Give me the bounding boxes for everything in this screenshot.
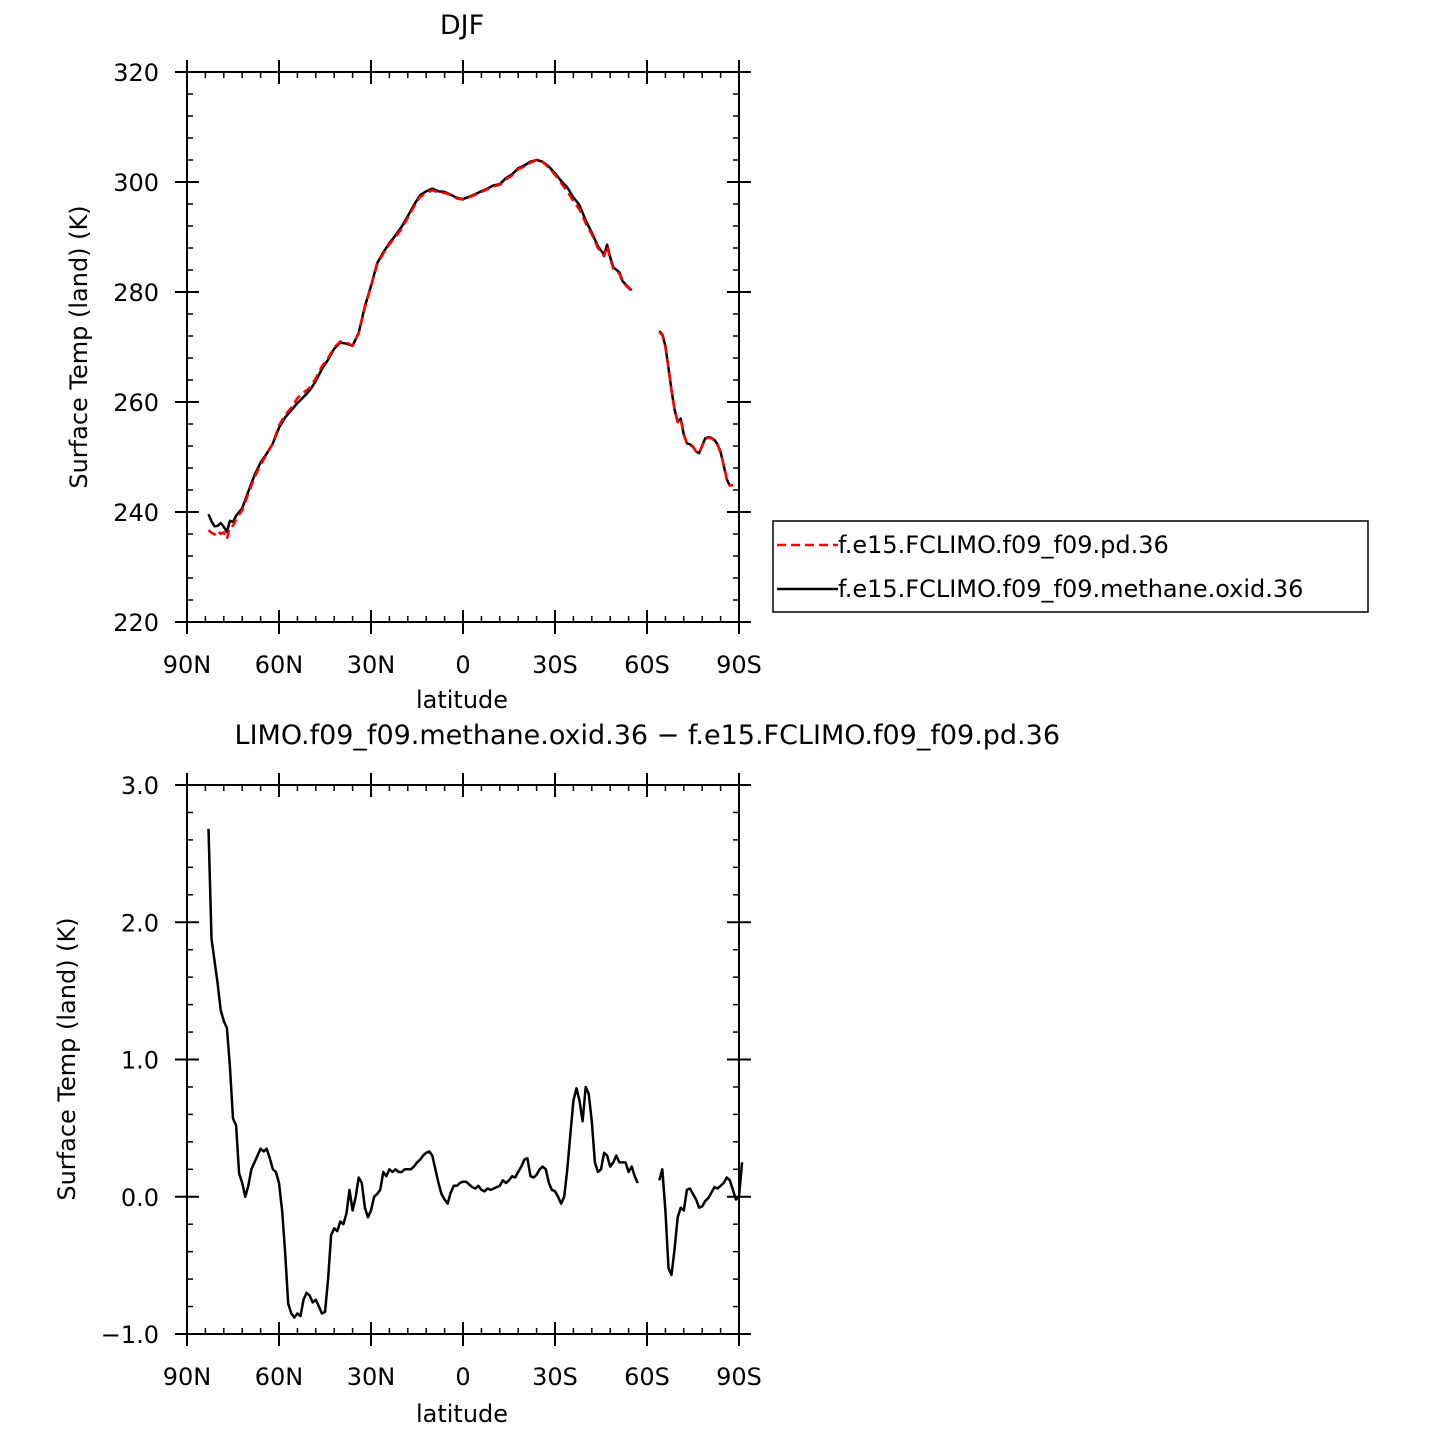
top-tick-labels: 90N 60N 30N 0 30S 60S 90S 220 240 260 280 300 320 xyxy=(113,59,762,679)
top-y-tick-label: 220 xyxy=(113,609,159,637)
top-plot-title: DJF xyxy=(440,10,484,41)
top-x-tick-label: 90N xyxy=(163,651,212,679)
legend-box xyxy=(772,520,1369,613)
top-panel: DJF Surface Temp (land) (K) latitude 90N… xyxy=(65,10,762,714)
bottom-ticks xyxy=(175,773,751,1346)
top-x-tick-label: 60N xyxy=(255,651,304,679)
top-y-tick-label: 260 xyxy=(113,389,159,417)
top-series-line-0-segment-0 xyxy=(207,158,633,541)
bottom-y-tick-label: 2.0 xyxy=(121,909,159,937)
bottom-y-tick-label: 0.0 xyxy=(121,1184,159,1212)
top-x-tick-label: 60S xyxy=(624,651,670,679)
top-x-tick-label: 30N xyxy=(347,651,396,679)
bottom-x-tick-label: 30N xyxy=(347,1363,396,1391)
bottom-x-tick-label: 90S xyxy=(716,1363,762,1391)
bottom-y-axis-title: Surface Temp (land) (K) xyxy=(53,917,81,1200)
top-x-tick-label: 0 xyxy=(455,651,470,679)
top-y-axis-title: Surface Temp (land) (K) xyxy=(65,205,93,488)
bottom-x-tick-label: 30S xyxy=(532,1363,578,1391)
bottom-tick-labels: 90N 60N 30N 0 30S 60S 90S −1.0 0.0 1.0 2.0 3.0 xyxy=(101,772,762,1391)
bottom-x-tick-label: 60S xyxy=(624,1363,670,1391)
top-series-line-1-segment-0 xyxy=(207,158,633,534)
top-series-group xyxy=(207,158,734,541)
bottom-plot-frame xyxy=(186,784,740,1335)
top-x-axis-title: latitude xyxy=(416,686,508,714)
top-x-tick-label: 90S xyxy=(716,651,762,679)
bottom-y-tick-label: 3.0 xyxy=(121,772,159,800)
bottom-plot-title: LIMO.f09_f09.methane.oxid.36 − f.e15.FCL… xyxy=(235,720,1060,751)
top-y-tick-label: 300 xyxy=(113,169,159,197)
bottom-y-tick-label: −1.0 xyxy=(101,1321,159,1349)
bottom-series-line-0-segment-1 xyxy=(658,1162,744,1277)
legend: f.e15.FCLIMO.f09_f09.pd.36 f.e15.FCLIMO.… xyxy=(772,520,1369,613)
bottom-x-tick-label: 0 xyxy=(455,1363,470,1391)
bottom-x-tick-label: 60N xyxy=(255,1363,304,1391)
top-y-tick-label: 280 xyxy=(113,279,159,307)
top-plot-frame xyxy=(186,71,740,623)
bottom-series-group xyxy=(207,828,744,1319)
bottom-panel: LIMO.f09_f09.methane.oxid.36 − f.e15.FCL… xyxy=(53,720,1060,1428)
legend-label-pd: f.e15.FCLIMO.f09_f09.pd.36 xyxy=(838,531,1169,559)
top-x-tick-label: 30S xyxy=(532,651,578,679)
legend-label-methane: f.e15.FCLIMO.f09_f09.methane.oxid.36 xyxy=(838,575,1303,603)
bottom-y-tick-label: 1.0 xyxy=(121,1047,159,1075)
top-series-line-0-segment-1 xyxy=(658,331,734,487)
top-y-tick-label: 320 xyxy=(113,59,159,87)
top-y-tick-label: 240 xyxy=(113,499,159,527)
bottom-x-axis-title: latitude xyxy=(416,1400,508,1428)
bottom-x-tick-label: 90N xyxy=(163,1363,212,1391)
bottom-series-line-0-segment-0 xyxy=(207,828,639,1319)
